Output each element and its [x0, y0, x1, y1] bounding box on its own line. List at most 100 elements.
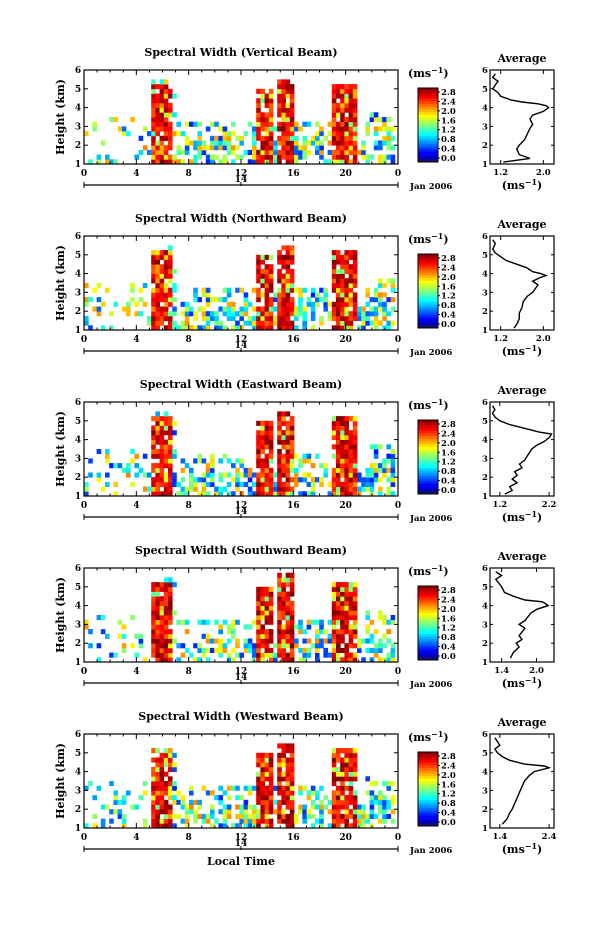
heatmap-cell: [159, 818, 165, 824]
heatmap-cell: [277, 425, 282, 431]
heatmap-cell: [168, 823, 173, 829]
heatmap-cell: [340, 315, 345, 321]
heatmap-cell: [289, 283, 295, 289]
heatmap-cell: [348, 615, 354, 621]
heatmap-cell: [281, 306, 286, 312]
heatmap-cell: [331, 154, 337, 160]
heatmap-cell: [369, 481, 375, 487]
heatmap-cell: [340, 785, 345, 791]
heatmap-cell: [159, 600, 165, 606]
y-tick-label: 6: [75, 564, 81, 574]
heatmap-cell: [264, 795, 270, 801]
heatmap-cell: [226, 795, 232, 801]
average-title: Average: [496, 550, 546, 563]
heatmap-cell: [348, 477, 354, 483]
heatmap-cell: [117, 809, 123, 815]
heatmap-cell: [289, 145, 295, 151]
heatmap-cell: [390, 619, 396, 625]
colorbar-segment: [418, 464, 438, 468]
heatmap-cell: [277, 278, 282, 284]
heatmap-cell: [336, 615, 341, 621]
heatmap-cell: [256, 449, 261, 455]
heatmap-cell: [281, 467, 286, 473]
heatmap-cell: [163, 126, 169, 132]
heatmap-cell: [382, 633, 387, 639]
heatmap-cell: [193, 486, 198, 492]
heatmap-cell: [256, 657, 261, 663]
heatmap-cell: [348, 463, 354, 469]
heatmap-cell: [184, 320, 190, 326]
heatmap-cell: [100, 629, 106, 635]
colorbar-segment: [418, 657, 438, 661]
heatmap-cell: [159, 586, 165, 592]
heatmap-cell: [281, 586, 286, 592]
heatmap-cell: [268, 799, 274, 805]
month-label: Jan 2006: [409, 348, 452, 358]
heatmap-cell: [117, 619, 123, 625]
heatmap-cell: [336, 444, 341, 450]
heatmap-cell: [252, 813, 257, 819]
heatmap-cell: [260, 311, 265, 317]
heatmap-cell: [352, 93, 358, 99]
heatmap-cell: [289, 818, 295, 824]
heatmap-cell: [155, 748, 160, 754]
heatmap-cell: [281, 643, 286, 649]
colorbar-segment: [418, 280, 438, 284]
heatmap-cell: [222, 287, 228, 293]
heatmap-cell: [201, 306, 207, 312]
heatmap-cell: [352, 748, 358, 754]
heatmap-cell: [344, 154, 349, 160]
heatmap-cell: [281, 799, 286, 805]
heatmap-cell: [218, 159, 223, 165]
heatmap-cell: [168, 657, 173, 663]
heatmap-cell: [285, 273, 291, 279]
average-line: [491, 405, 553, 495]
heatmap-cell: [285, 315, 291, 321]
heatmap-cell: [289, 84, 295, 90]
heatmap-cell: [340, 84, 345, 90]
heatmap-cell: [344, 117, 349, 123]
heatmap-cell: [159, 481, 165, 487]
colorbar-segment: [418, 422, 438, 426]
heatmap-cell: [382, 306, 387, 312]
heatmap-cell: [365, 126, 370, 132]
heatmap-cell: [310, 799, 316, 805]
heatmap-cell: [260, 292, 265, 298]
heatmap-cell: [344, 434, 349, 440]
x-tick-label: 16: [287, 169, 300, 179]
heatmap-cell: [256, 126, 261, 132]
heatmap-cell: [231, 121, 236, 127]
heatmap-cell: [218, 486, 223, 492]
heatmap-cell: [168, 652, 173, 658]
average-line: [494, 571, 550, 659]
colorbar-tick-label: 1.2: [441, 458, 456, 468]
heatmap-cell: [105, 804, 110, 810]
heatmap-cell: [289, 572, 295, 578]
heatmap-cell: [373, 320, 379, 326]
heatmap-cell: [285, 159, 291, 165]
heatmap-cell: [189, 159, 194, 165]
colorbar-segment: [418, 98, 438, 102]
y-tick-label: 2: [75, 307, 81, 317]
heatmap-cell: [231, 463, 236, 469]
heatmap-cell: [315, 301, 320, 307]
heatmap-cell: [273, 785, 278, 791]
heatmap-cell: [277, 250, 282, 256]
heatmap-cell: [348, 311, 354, 317]
heatmap-cell: [268, 610, 274, 616]
heatmap-cell: [281, 117, 286, 123]
heatmap-cell: [285, 449, 291, 455]
colorbar-unit: (ms−1): [408, 563, 449, 578]
heatmap-cell: [155, 278, 160, 284]
heatmap-cell: [378, 292, 383, 298]
average-y-tick-label: 6: [482, 564, 488, 574]
heatmap-cell: [159, 306, 165, 312]
heatmap-cell: [277, 638, 282, 644]
heatmap-cell: [247, 159, 253, 165]
heatmap-cell: [268, 472, 274, 478]
heatmap-cell: [172, 799, 177, 805]
heatmap-cell: [180, 301, 186, 307]
heatmap-cell: [168, 320, 173, 326]
colorbar-segment: [418, 127, 438, 131]
heatmap-cell: [168, 292, 173, 298]
